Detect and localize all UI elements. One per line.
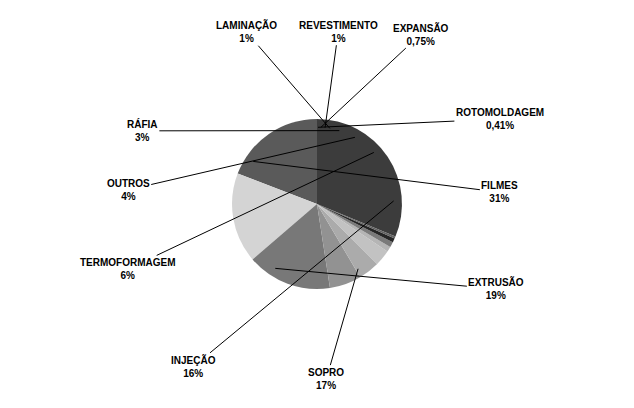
svg-text:ROTOMOLDAGEM0,41%: ROTOMOLDAGEM0,41%: [456, 107, 544, 131]
svg-text:EXTRUSÃO19%: EXTRUSÃO19%: [468, 276, 524, 301]
svg-text:TERMOFORMAGEM6%: TERMOFORMAGEM6%: [80, 257, 176, 281]
svg-text:EXPANSÃO0,75%: EXPANSÃO0,75%: [393, 22, 449, 47]
svg-text:SOPRO17%: SOPRO17%: [308, 367, 344, 391]
svg-text:LAMINAÇÃO1%: LAMINAÇÃO1%: [216, 19, 277, 44]
svg-text:INJEÇÃO16%: INJEÇÃO16%: [171, 354, 216, 379]
svg-text:FILMES31%: FILMES31%: [481, 180, 518, 204]
svg-text:RÁFIA3%: RÁFIA3%: [127, 118, 158, 143]
svg-text:OUTROS4%: OUTROS4%: [107, 178, 150, 202]
svg-text:REVESTIMENTO1%: REVESTIMENTO1%: [299, 20, 378, 44]
